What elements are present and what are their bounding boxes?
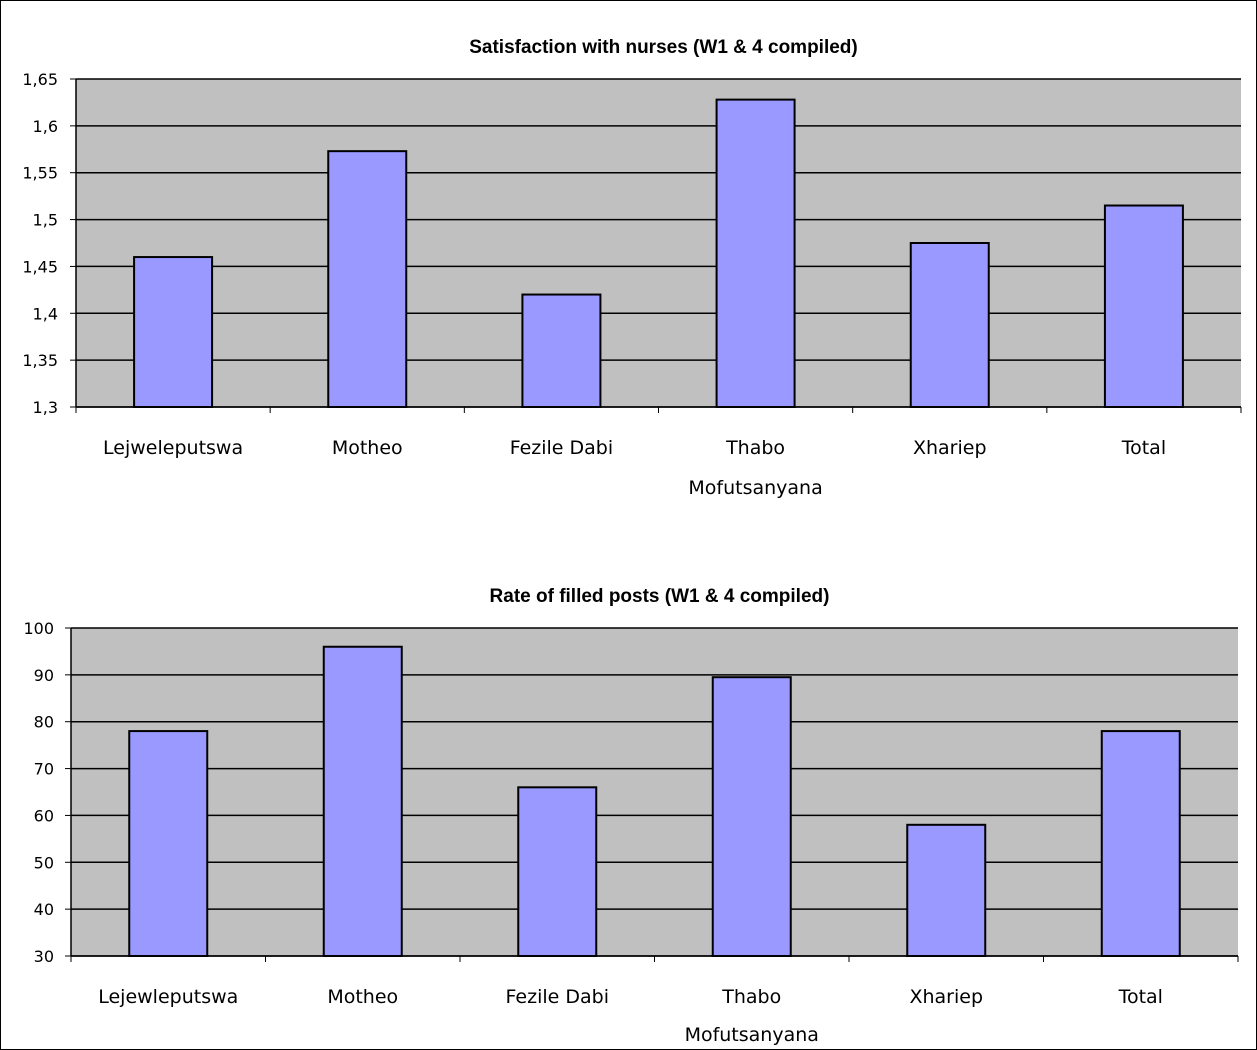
bar — [322, 645, 403, 957]
y-tick-label: 1,35 — [22, 351, 58, 370]
chart-2: Rate of filled posts (W1 & 4 compiled) 30… — [23, 586, 1239, 1046]
x-category-label: Thabo — [721, 986, 781, 1008]
bar — [906, 823, 987, 957]
y-tick-label: 70 — [34, 760, 54, 779]
x-category-label: Motheo — [332, 437, 403, 459]
x-category-label: Xhariep — [909, 986, 983, 1008]
y-tick-label: 80 — [34, 713, 54, 732]
y-tick-label: 30 — [34, 947, 54, 966]
bar — [1100, 730, 1181, 957]
bar — [517, 786, 598, 957]
y-tick-label: 1,6 — [33, 117, 58, 136]
x-category-label: Lejweleputswa — [103, 437, 243, 459]
x-category-label: Xhariep — [913, 437, 987, 459]
y-tick-label: 1,3 — [33, 398, 58, 417]
bar — [715, 98, 796, 408]
y-tick-label: 1,65 — [22, 70, 58, 89]
bar — [128, 730, 209, 957]
y-tick-label: 1,45 — [22, 257, 58, 276]
bar — [133, 256, 214, 408]
chart-title: Satisfaction with nurses (W1 & 4 compile… — [469, 37, 858, 58]
x-category-label: Thabo — [725, 437, 785, 459]
chart-1: Satisfaction with nurses (W1 & 4 compile… — [22, 37, 1242, 499]
x-category-label: Total — [1121, 437, 1166, 459]
bar — [711, 676, 792, 957]
x-category-label: Fezile Dabi — [510, 437, 613, 459]
x-category-label: Mofutsanyana — [685, 1024, 819, 1046]
plot-area — [71, 628, 1238, 956]
chart-title: Rate of filled posts (W1 & 4 compiled) — [490, 586, 830, 607]
y-tick-label: 50 — [34, 853, 54, 872]
y-tick-label: 90 — [34, 666, 54, 685]
bar — [327, 150, 408, 408]
x-category-label: Mofutsanyana — [688, 477, 822, 499]
x-category-label: Motheo — [327, 986, 398, 1008]
bar — [909, 242, 990, 408]
y-tick-label: 1,55 — [22, 164, 58, 183]
x-category-label: Total — [1118, 986, 1163, 1008]
bar — [1103, 204, 1184, 408]
y-tick-label: 100 — [23, 619, 54, 638]
x-category-label: Lejewleputswa — [98, 986, 238, 1008]
plot-area — [76, 79, 1241, 407]
x-category-label: Fezile Dabi — [506, 986, 609, 1008]
y-tick-label: 1,5 — [33, 211, 58, 230]
y-tick-label: 60 — [34, 806, 54, 825]
y-tick-label: 40 — [34, 900, 54, 919]
y-tick-label: 1,4 — [33, 304, 58, 323]
bar — [521, 293, 602, 408]
